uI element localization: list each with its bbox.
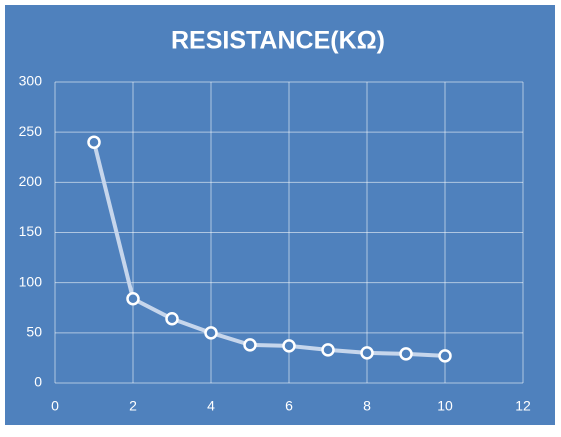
x-tick-label: 12 [515,398,531,414]
marker [282,339,296,353]
x-tick-label: 6 [285,398,293,414]
marker [126,291,140,306]
chart-background [5,5,555,425]
x-tick-label: 2 [129,398,137,414]
line [92,141,446,358]
y-tick-label: 300 [19,73,43,89]
marker [360,346,374,360]
y-tick-label: 150 [19,223,43,239]
marker [438,349,452,363]
marker [204,326,218,340]
y-tick-label: 0 [34,374,42,390]
marker [399,347,413,361]
y-tick-label: 250 [19,123,43,139]
x-tick-label: 4 [207,398,215,414]
x-tick-label: 0 [51,398,59,414]
marker [165,312,179,326]
marker [321,343,335,357]
marker [87,135,101,149]
y-tick-label: 200 [19,173,43,189]
y-tick-label: 50 [26,324,42,340]
x-tick-label: 8 [363,398,371,414]
y-tick-label: 100 [19,273,43,289]
marker [243,338,257,352]
chart-title: RESISTANCE(KΩ) [171,27,385,55]
x-tick-label: 10 [437,398,453,414]
